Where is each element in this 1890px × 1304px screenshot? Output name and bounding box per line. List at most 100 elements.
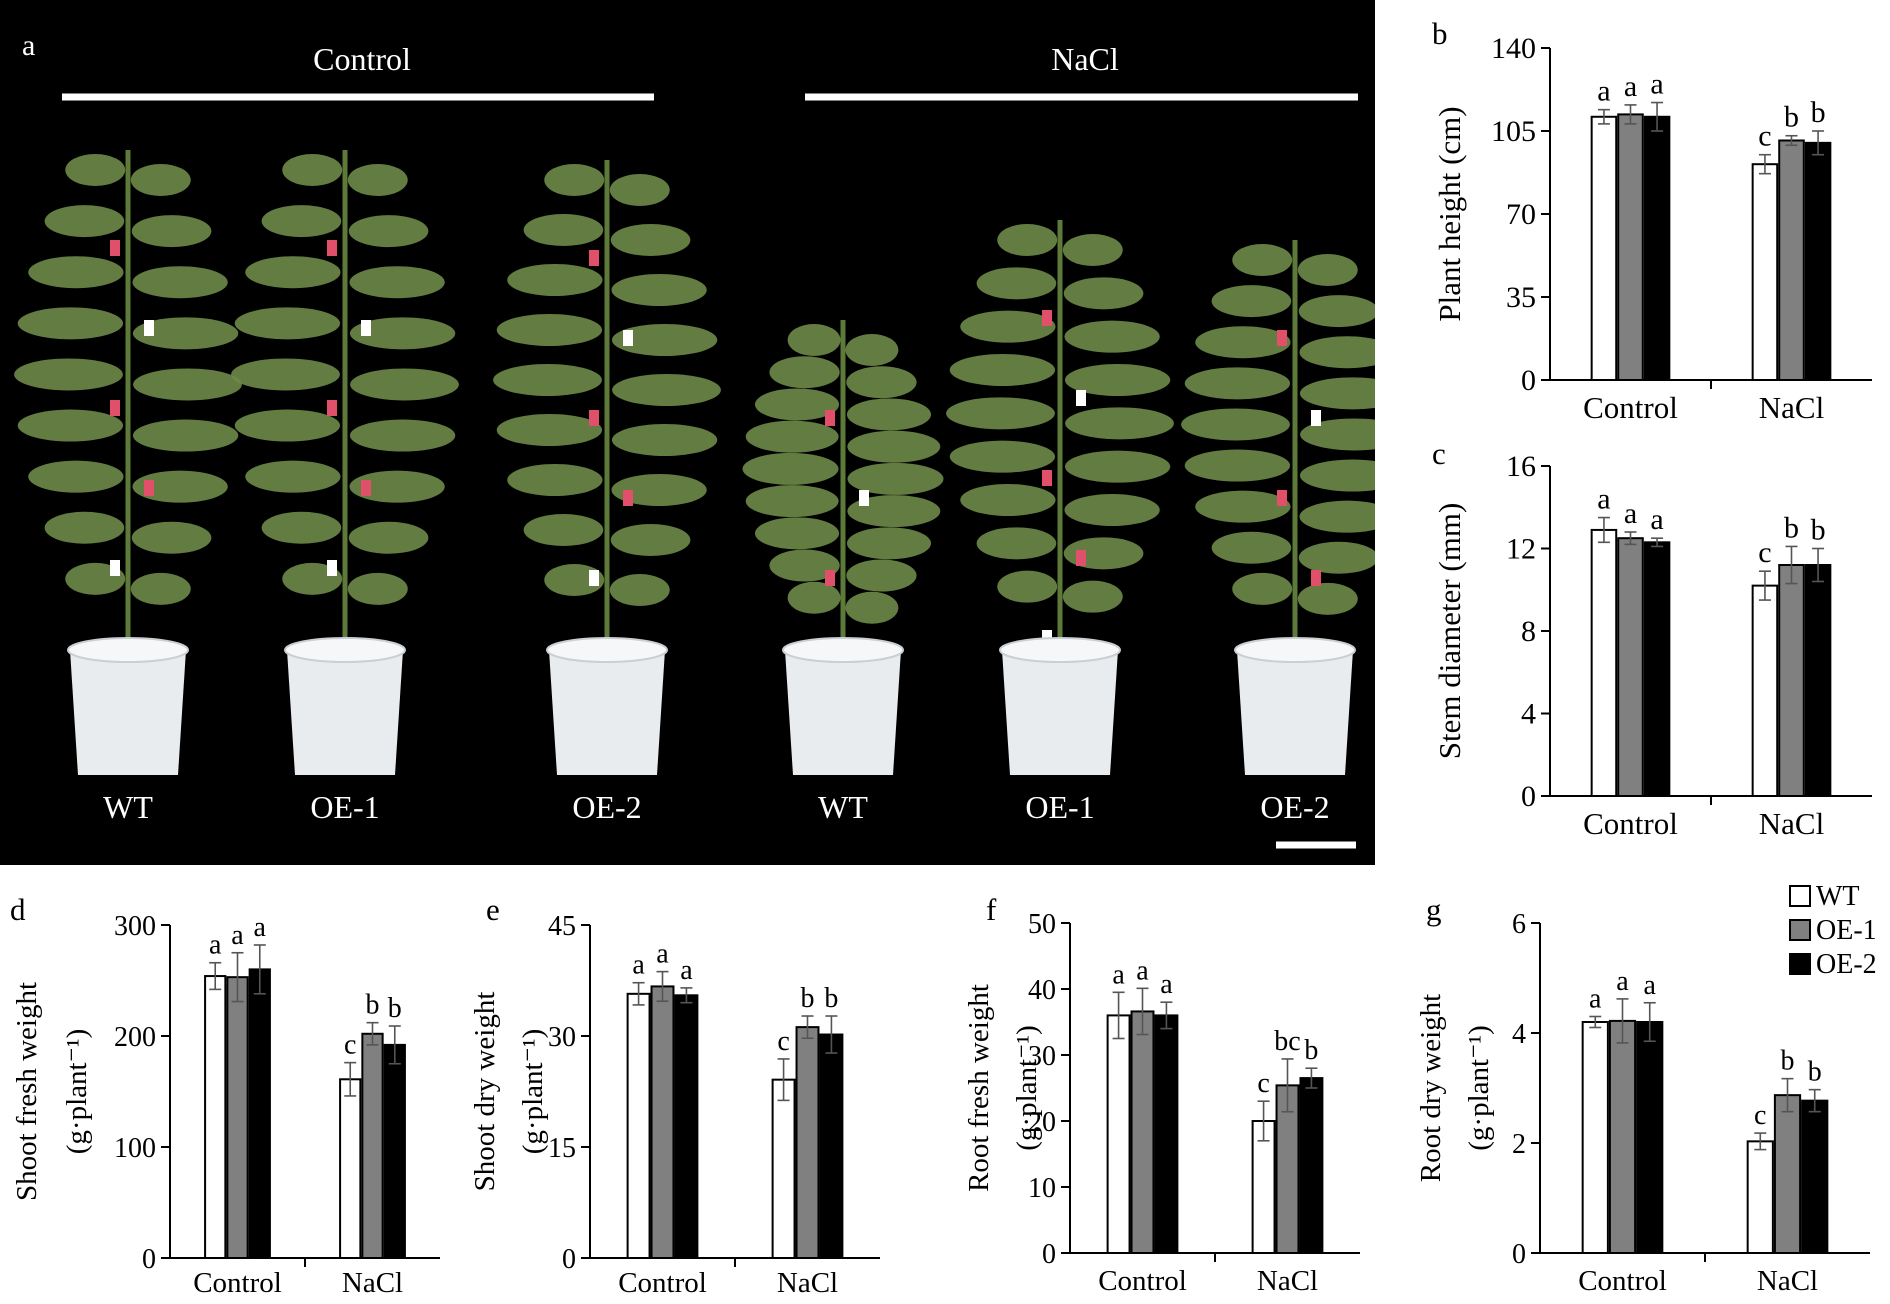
y-tick-label: 8 bbox=[1521, 615, 1536, 648]
leaf bbox=[1195, 490, 1291, 523]
y-tick-label: 12 bbox=[1506, 533, 1536, 566]
legend-swatch-wt bbox=[1789, 885, 1811, 907]
panel-letter-f: f bbox=[986, 892, 997, 927]
x-category-label: Control bbox=[193, 1267, 282, 1299]
leaf bbox=[745, 420, 839, 453]
significance-letter: b bbox=[1811, 96, 1826, 129]
leaf bbox=[846, 398, 932, 431]
y-axis-label: Shoot dry weight bbox=[469, 992, 501, 1192]
leaf bbox=[1184, 449, 1291, 482]
bar-wt-control bbox=[626, 992, 651, 1259]
bar-oe-2-nacl bbox=[1804, 141, 1832, 381]
legend-label-wt: WT bbox=[1816, 881, 1860, 912]
leaf bbox=[610, 224, 691, 256]
leaf bbox=[349, 266, 445, 299]
y-tick-label: 0 bbox=[562, 1244, 576, 1275]
significance-letter: c bbox=[1257, 1068, 1269, 1099]
bar-oe-1-control bbox=[1617, 537, 1644, 797]
bar-oe-1-nacl bbox=[1778, 139, 1805, 381]
leaf bbox=[1064, 320, 1160, 353]
pot-rim bbox=[1234, 637, 1356, 663]
pot bbox=[785, 650, 901, 775]
leaf bbox=[28, 460, 124, 493]
y-tick-label: 2 bbox=[1512, 1129, 1526, 1160]
bar-wt-nacl bbox=[1751, 163, 1779, 381]
plant-label-oe2-control: OE-2 bbox=[572, 789, 641, 825]
leaf bbox=[1232, 572, 1293, 605]
bar-oe-2-control bbox=[1154, 1014, 1179, 1254]
plant-tag bbox=[1042, 470, 1052, 486]
bar-oe-1-nacl bbox=[795, 1026, 820, 1259]
x-category-label: NaCl bbox=[342, 1267, 403, 1299]
leaf bbox=[1064, 494, 1160, 526]
legend-label-oe-1: OE-1 bbox=[1816, 915, 1877, 946]
leaf bbox=[847, 462, 944, 495]
significance-letter: a bbox=[1644, 970, 1657, 1001]
leaf bbox=[769, 549, 840, 582]
leaf bbox=[132, 317, 239, 350]
x-category-label: NaCl bbox=[1257, 1265, 1318, 1297]
leaf bbox=[348, 215, 429, 248]
x-category-label: Control bbox=[1583, 390, 1678, 425]
pot-rim bbox=[284, 637, 406, 663]
x-category-label: Control bbox=[1583, 806, 1678, 841]
plant-tag bbox=[1042, 310, 1052, 326]
y-tick-label: 4 bbox=[1521, 698, 1536, 731]
panel-letter-g: g bbox=[1426, 892, 1442, 927]
leaf bbox=[349, 419, 456, 452]
y-axis-label: Shoot fresh weight bbox=[11, 982, 43, 1201]
plant-tag bbox=[825, 570, 835, 586]
leaf bbox=[347, 572, 408, 605]
y-tick-label: 20 bbox=[1028, 1107, 1056, 1138]
significance-letter: a bbox=[1160, 969, 1173, 1000]
leaf bbox=[544, 164, 605, 196]
leaf bbox=[1063, 537, 1144, 570]
leaf bbox=[1300, 418, 1375, 451]
leaf bbox=[976, 527, 1057, 560]
bar-oe-1-nacl bbox=[1778, 564, 1805, 797]
significance-letter: b bbox=[1784, 101, 1799, 134]
y-tick-label: 200 bbox=[114, 1022, 156, 1053]
plant-tag bbox=[361, 320, 371, 336]
leaf bbox=[1062, 234, 1123, 266]
leaf bbox=[1299, 500, 1375, 533]
leaf bbox=[997, 224, 1058, 256]
pot bbox=[549, 650, 665, 775]
bar-oe-1-control bbox=[1608, 1019, 1637, 1254]
plant-group bbox=[14, 150, 1375, 775]
y-tick-label: 15 bbox=[548, 1133, 576, 1164]
plant-tag bbox=[110, 560, 120, 576]
y-tick-label: 0 bbox=[1512, 1239, 1526, 1270]
significance-letter: a bbox=[254, 912, 267, 943]
bar-oe-2-nacl bbox=[819, 1033, 844, 1259]
significance-letter: a bbox=[1597, 483, 1610, 516]
significance-letter: a bbox=[632, 950, 645, 981]
leaf bbox=[1211, 531, 1292, 564]
significance-letter: b bbox=[1781, 1046, 1795, 1077]
bar-oe-2-control bbox=[248, 968, 271, 1260]
pot bbox=[287, 650, 403, 775]
leaf bbox=[1299, 336, 1375, 369]
leaf bbox=[745, 485, 839, 518]
significance-letter: b bbox=[1304, 1035, 1318, 1066]
leaf bbox=[349, 470, 445, 503]
y-axis-unit: (g·plant⁻¹) bbox=[1011, 1025, 1043, 1150]
significance-letter: a bbox=[1597, 75, 1610, 108]
leaf bbox=[131, 215, 212, 248]
y-axis-label: Root dry weight bbox=[1415, 994, 1447, 1183]
bar-wt-control bbox=[1590, 528, 1618, 797]
leaf bbox=[845, 334, 899, 366]
y-tick-label: 0 bbox=[1521, 364, 1536, 397]
leaf bbox=[1211, 285, 1292, 318]
y-tick-label: 70 bbox=[1506, 198, 1536, 231]
y-tick-label: 0 bbox=[1521, 780, 1536, 813]
leaf bbox=[1299, 377, 1375, 410]
y-axis-label: Root fresh weight bbox=[963, 984, 995, 1192]
plant-tag bbox=[327, 560, 337, 576]
bar-wt-nacl bbox=[339, 1078, 362, 1259]
group-label-control: Control bbox=[313, 41, 411, 77]
leaf bbox=[960, 310, 1056, 343]
leaf bbox=[846, 527, 932, 560]
significance-letter: a bbox=[1650, 68, 1663, 101]
panel-letter-e: e bbox=[486, 892, 500, 927]
